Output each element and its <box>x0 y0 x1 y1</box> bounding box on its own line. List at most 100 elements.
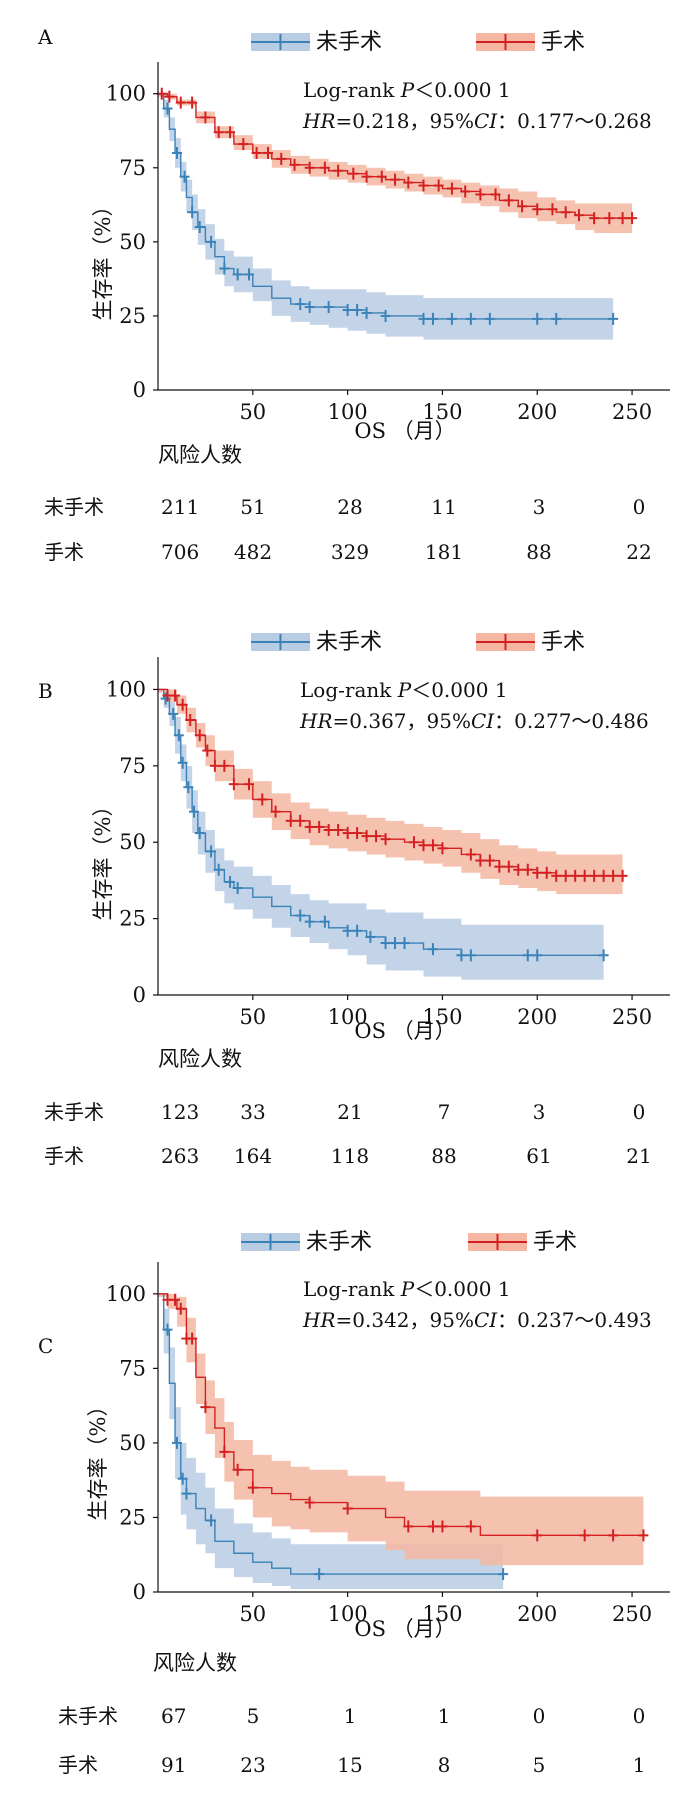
censor-mark-unoperated <box>319 915 330 928</box>
censor-mark-unoperated <box>598 949 609 962</box>
x-tick-label: 100 <box>328 400 368 424</box>
risk-table-title: 风险人数 <box>158 443 242 467</box>
censor-mark-operated <box>319 161 330 174</box>
x-tick-label: 200 <box>517 1005 557 1029</box>
x-tick-label: 200 <box>517 400 557 424</box>
y-tick-label: 0 <box>133 378 146 402</box>
censor-mark-operated <box>323 824 334 836</box>
censor-mark-operated <box>202 744 213 757</box>
censor-mark-operated <box>418 839 429 852</box>
risk-count: 7 <box>438 1100 451 1124</box>
censor-mark-operated <box>175 96 186 109</box>
censor-mark-unoperated <box>206 845 217 858</box>
plot-area: 0 25 50 75 100 50 100 150 200 250 <box>106 657 670 1029</box>
x-tick-label: 250 <box>612 1602 652 1626</box>
censor-mark-unoperated <box>427 943 438 956</box>
hr-text: HR=0.342，95%CI：0.237～0.493 <box>302 1308 652 1332</box>
censor-mark-operated <box>522 863 533 876</box>
censor-mark-operated <box>304 820 315 833</box>
risk-count: 211 <box>161 495 199 519</box>
censor-mark-unoperated <box>352 924 363 937</box>
km-chart-a: A 未手术 手术 Log-rank P＜0.000 1 HR=0.218，95%… <box>37 25 670 564</box>
censor-mark-operated <box>164 90 175 103</box>
censor-mark-operated <box>409 836 419 849</box>
risk-count: 3 <box>533 1100 546 1124</box>
risk-count: 3 <box>533 495 546 519</box>
censor-mark-operated <box>589 212 600 225</box>
censor-mark-operated <box>348 167 359 180</box>
legend-label-operated: 手术 <box>541 30 585 55</box>
panel-letter: B <box>38 679 53 703</box>
censor-mark-unoperated <box>484 312 495 325</box>
legend: 未手术 手术 <box>241 1230 577 1255</box>
legend-label-operated: 手术 <box>541 630 585 655</box>
censor-mark-operated <box>270 805 281 818</box>
km-panel-b: B 未手术 手术 Log-rank P＜0.000 1 HR=0.367，95%… <box>0 600 700 1200</box>
x-tick-label: 150 <box>422 1005 462 1029</box>
y-tick-label: 100 <box>106 82 146 106</box>
censor-mark-unoperated <box>194 221 205 234</box>
plot-area: 0 25 50 75 100 50 100 150 200 250 <box>106 62 670 424</box>
censor-mark-operated <box>219 759 230 772</box>
censor-mark-unoperated <box>446 312 457 325</box>
km-chart-c: C 未手术 手术 Log-rank P＜0.000 1 HR=0.342，95%… <box>38 1230 670 1777</box>
censor-mark-unoperated <box>171 1436 182 1449</box>
censor-mark-operated <box>638 1529 649 1542</box>
y-tick-label: 0 <box>133 983 146 1007</box>
censor-mark-operated <box>285 814 296 827</box>
risk-count: 88 <box>526 540 551 564</box>
risk-count: 0 <box>633 495 646 519</box>
censor-mark-unoperated <box>456 949 467 962</box>
censor-mark-operated <box>262 146 273 159</box>
censor-mark-unoperated <box>427 312 438 325</box>
censor-mark-unoperated <box>187 206 198 219</box>
censor-mark-unoperated <box>177 1472 188 1485</box>
censor-mark-operated <box>403 1520 414 1533</box>
censor-mark-operated <box>209 759 220 772</box>
y-tick-label: 50 <box>119 830 146 854</box>
risk-count: 21 <box>626 1144 651 1168</box>
y-tick-label: 25 <box>119 1505 146 1529</box>
censor-mark-operated <box>532 1529 543 1542</box>
censor-mark-unoperated <box>608 312 619 325</box>
censor-mark-operated <box>314 820 325 833</box>
censor-mark-operated <box>617 212 628 225</box>
risk-row-label: 未手术 <box>44 1100 104 1124</box>
censor-mark-unoperated <box>181 1487 192 1500</box>
censor-mark-operated <box>342 827 353 840</box>
risk-table-title: 风险人数 <box>158 1047 242 1071</box>
km-panel-a: A 未手术 手术 Log-rank P＜0.000 1 HR=0.218，95%… <box>0 0 700 600</box>
censor-mark-unoperated <box>532 949 543 962</box>
y-axis-title: 生存率（%） <box>91 796 115 921</box>
y-tick-label: 25 <box>119 907 146 931</box>
x-tick-label: 250 <box>612 1005 652 1029</box>
censor-mark-operated <box>532 866 543 879</box>
censor-mark-unoperated <box>295 909 306 922</box>
censor-mark-operated <box>276 152 287 165</box>
censor-mark-operated <box>490 188 501 201</box>
risk-count: 0 <box>533 1704 546 1728</box>
risk-count: 263 <box>161 1144 199 1168</box>
censor-mark-operated <box>304 1496 315 1509</box>
ci-band-unoperated <box>158 1293 504 1590</box>
censor-mark-operated <box>570 869 581 882</box>
risk-count: 0 <box>633 1704 646 1728</box>
y-tick-label: 100 <box>106 1282 146 1306</box>
risk-count: 5 <box>533 1753 546 1777</box>
censor-mark-unoperated <box>380 309 391 322</box>
censor-mark-unoperated <box>244 268 255 281</box>
censor-mark-operated <box>232 1463 243 1476</box>
censor-mark-operated <box>187 1332 198 1345</box>
risk-count: 329 <box>331 540 369 564</box>
risk-count: 15 <box>337 1753 362 1777</box>
censor-mark-operated <box>361 170 372 183</box>
risk-count: 61 <box>526 1144 551 1168</box>
censor-mark-operated <box>177 698 188 711</box>
y-tick-label: 75 <box>119 156 146 180</box>
censor-mark-operated <box>418 179 429 192</box>
censor-mark-operated <box>228 778 239 791</box>
censor-mark-unoperated <box>532 312 543 325</box>
censor-mark-unoperated <box>194 827 205 840</box>
legend-label-unoperated: 未手术 <box>316 30 382 55</box>
censor-mark-operated <box>333 164 344 177</box>
